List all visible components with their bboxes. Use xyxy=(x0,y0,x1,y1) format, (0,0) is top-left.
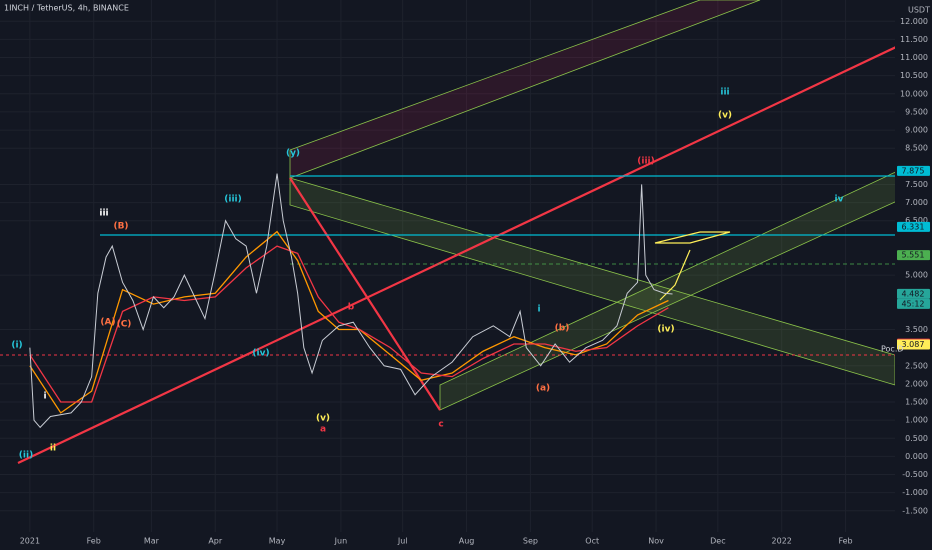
wave-label: (iii) xyxy=(637,157,654,167)
ascending-channel xyxy=(439,154,932,411)
y-tick-label: 9.000 xyxy=(905,126,928,135)
x-tick-label: Dec xyxy=(710,537,725,546)
x-tick-label: Aug xyxy=(459,537,475,546)
upper-channel xyxy=(289,0,761,179)
price-tag xyxy=(897,165,930,176)
wave-label: (C) xyxy=(117,320,132,330)
wave-label: (i) xyxy=(11,341,22,351)
price-tag-label: 6.331 xyxy=(902,222,925,231)
x-tick-label: Mar xyxy=(144,537,160,546)
y-tick-label: 2.500 xyxy=(905,361,928,370)
y-tick-label: 3.500 xyxy=(905,325,928,334)
countdown: 45:12 xyxy=(901,299,924,308)
price-line xyxy=(29,173,673,429)
y-tick-label: -1.500 xyxy=(902,506,928,515)
y-tick-label: 2.000 xyxy=(905,379,928,388)
wave-label: ii xyxy=(50,444,56,454)
moving-average xyxy=(29,230,669,414)
x-tick-label: 2022 xyxy=(772,537,792,546)
poc-label: Poc.D xyxy=(881,345,904,354)
x-tick-label: Jul xyxy=(397,537,408,546)
wave-label: iv xyxy=(835,195,844,205)
wave-label: iii xyxy=(720,88,729,98)
wave-label: c xyxy=(438,420,443,430)
x-tick-label: Feb xyxy=(87,537,101,546)
y-tick-label: -0.500 xyxy=(902,470,928,479)
y-tick-label: 7.000 xyxy=(905,198,928,207)
y-tick-label: 10.500 xyxy=(900,71,928,80)
y-tick-label: 8.500 xyxy=(905,144,928,153)
axes: 12.000 11.500 11.000 10.500 10.000 9.500 9.000… xyxy=(20,17,930,546)
y-tick-label: 1.000 xyxy=(905,416,928,425)
y-tick-label: 9.500 xyxy=(905,107,928,116)
chart-title: 1INCH / TetherUS, 4h, BINANCE xyxy=(4,4,129,13)
y-tick-label: 11.000 xyxy=(900,53,928,62)
price-tag-label: 7.875 xyxy=(902,166,925,175)
wave-label: (iii) xyxy=(224,195,241,205)
wave-label: b xyxy=(348,303,355,313)
currency: USDT xyxy=(908,6,930,15)
wave-label: (b) xyxy=(555,324,570,334)
grid xyxy=(0,0,895,532)
x-tick-label: Oct xyxy=(585,537,599,546)
x-tick-label: Feb xyxy=(838,537,852,546)
price-axis xyxy=(895,0,932,550)
trend-line xyxy=(289,177,441,411)
y-tick-label: 1.500 xyxy=(905,398,928,407)
y-tick-label: -1.000 xyxy=(902,488,928,497)
wave-label: (B) xyxy=(113,222,128,232)
y-tick-label: 10.000 xyxy=(900,89,928,98)
wave-label: a xyxy=(320,425,326,435)
x-tick-label: May xyxy=(269,537,286,546)
wave-label: i xyxy=(537,305,540,315)
wave-label: i xyxy=(43,392,46,402)
wave-label: (y) xyxy=(286,149,300,159)
y-tick-label: 0.500 xyxy=(905,434,928,443)
x-tick-label: Sep xyxy=(523,537,538,546)
trend-line xyxy=(17,29,932,464)
plot xyxy=(29,173,673,429)
x-tick-label: 2021 xyxy=(20,537,40,546)
wave-label: (iv) xyxy=(252,349,269,359)
wave-label: (ii) xyxy=(19,451,33,461)
price-tag xyxy=(897,288,930,299)
price-tag xyxy=(897,339,930,350)
wave-label: iii xyxy=(99,209,108,219)
wave-label: (iv) xyxy=(657,325,674,335)
y-tick-label: 7.500 xyxy=(905,180,928,189)
price-tag-label: 5.551 xyxy=(902,251,925,260)
wave-label: (A) xyxy=(100,318,115,328)
target-box xyxy=(654,231,731,244)
moving-average xyxy=(29,245,669,403)
annotations: (i) (ii) i ii iii (B) (A) (C) (iii) (iv)… xyxy=(11,88,843,461)
wave-label: (v) xyxy=(316,414,330,424)
countdown-tag xyxy=(897,298,930,309)
price-tag xyxy=(897,221,930,232)
price-tag xyxy=(897,250,930,261)
time-axis xyxy=(0,532,932,550)
price-tag-label: 4.482 xyxy=(902,289,925,298)
y-tick-label: 11.500 xyxy=(900,35,928,44)
drawings xyxy=(0,0,932,464)
y-tick-label: 5.000 xyxy=(905,271,928,280)
projection xyxy=(659,249,691,301)
y-tick-label: 6.500 xyxy=(905,216,928,225)
price-tag-label: 3.087 xyxy=(902,340,925,349)
x-tick-label: Nov xyxy=(648,537,664,546)
y-tick-label: 12.000 xyxy=(900,17,928,26)
y-tick-label: 0.000 xyxy=(905,452,928,461)
wave-label: (v) xyxy=(718,111,732,121)
wave-label: (a) xyxy=(536,384,550,394)
x-tick-label: Jun xyxy=(334,537,348,546)
x-tick-label: Apr xyxy=(208,537,223,546)
